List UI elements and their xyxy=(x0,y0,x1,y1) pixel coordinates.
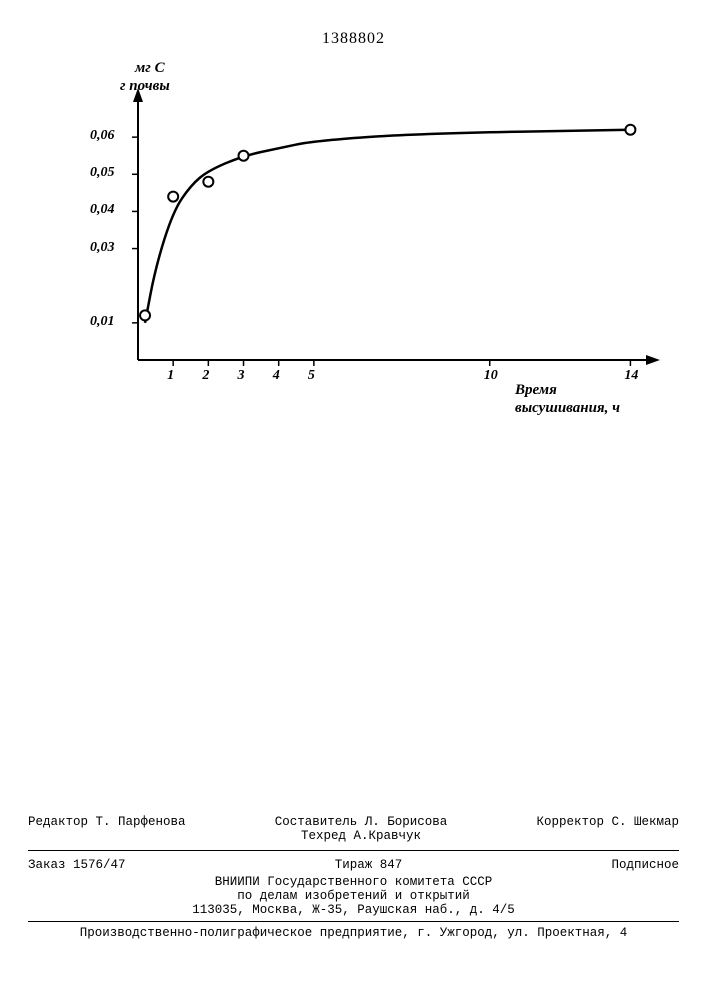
x-tick-label: 14 xyxy=(624,368,638,384)
org-address: 113035, Москва, Ж-35, Раушская наб., д. … xyxy=(28,903,679,917)
y-tick-label: 0,03 xyxy=(90,240,128,256)
x-tick-label: 1 xyxy=(167,368,174,384)
subscription-label: Подписное xyxy=(611,858,679,872)
tirage-label: Тираж 847 xyxy=(335,858,403,872)
x-tick-label: 5 xyxy=(308,368,315,384)
x-tick-label: 3 xyxy=(238,368,245,384)
org-line-1: ВНИИПИ Государственного комитета СССР xyxy=(28,875,679,889)
footer-divider-2 xyxy=(28,921,679,922)
printer-line: Производственно-полиграфическое предприя… xyxy=(28,926,679,940)
techred-label: Техред А.Кравчук xyxy=(301,829,421,843)
x-tick-label: 4 xyxy=(273,368,280,384)
chart-svg xyxy=(75,60,665,390)
y-tick-label: 0,05 xyxy=(90,165,128,181)
y-tick-label: 0,04 xyxy=(90,202,128,218)
org-line-2: по делам изобретений и открытий xyxy=(28,889,679,903)
footer-divider-1 xyxy=(28,850,679,851)
y-tick-label: 0,01 xyxy=(90,314,128,330)
order-label: Заказ 1576/47 xyxy=(28,858,126,872)
x-tick-label: 10 xyxy=(484,368,498,384)
corrector-label: Корректор С. Шекмар xyxy=(536,815,679,843)
page-number: 1388802 xyxy=(322,30,385,48)
y-tick-label: 0,06 xyxy=(90,128,128,144)
y-axis-label-line1: мг С xyxy=(135,60,165,77)
x-tick-label: 2 xyxy=(202,368,209,384)
drying-time-chart: мг С г почвы Время высушивания, ч 1 2 3 4 5 1… xyxy=(75,60,665,420)
imprint-footer: Редактор Т. Парфенова Составитель Л. Бор… xyxy=(28,812,679,940)
x-axis-label-line2: высушивания, ч xyxy=(515,400,620,417)
compiler-label: Составитель Л. Борисова xyxy=(275,815,448,829)
editor-label: Редактор Т. Парфенова xyxy=(28,815,186,843)
x-axis-label-line1: Время xyxy=(515,382,557,399)
y-axis-label-line2: г почвы xyxy=(120,78,170,95)
